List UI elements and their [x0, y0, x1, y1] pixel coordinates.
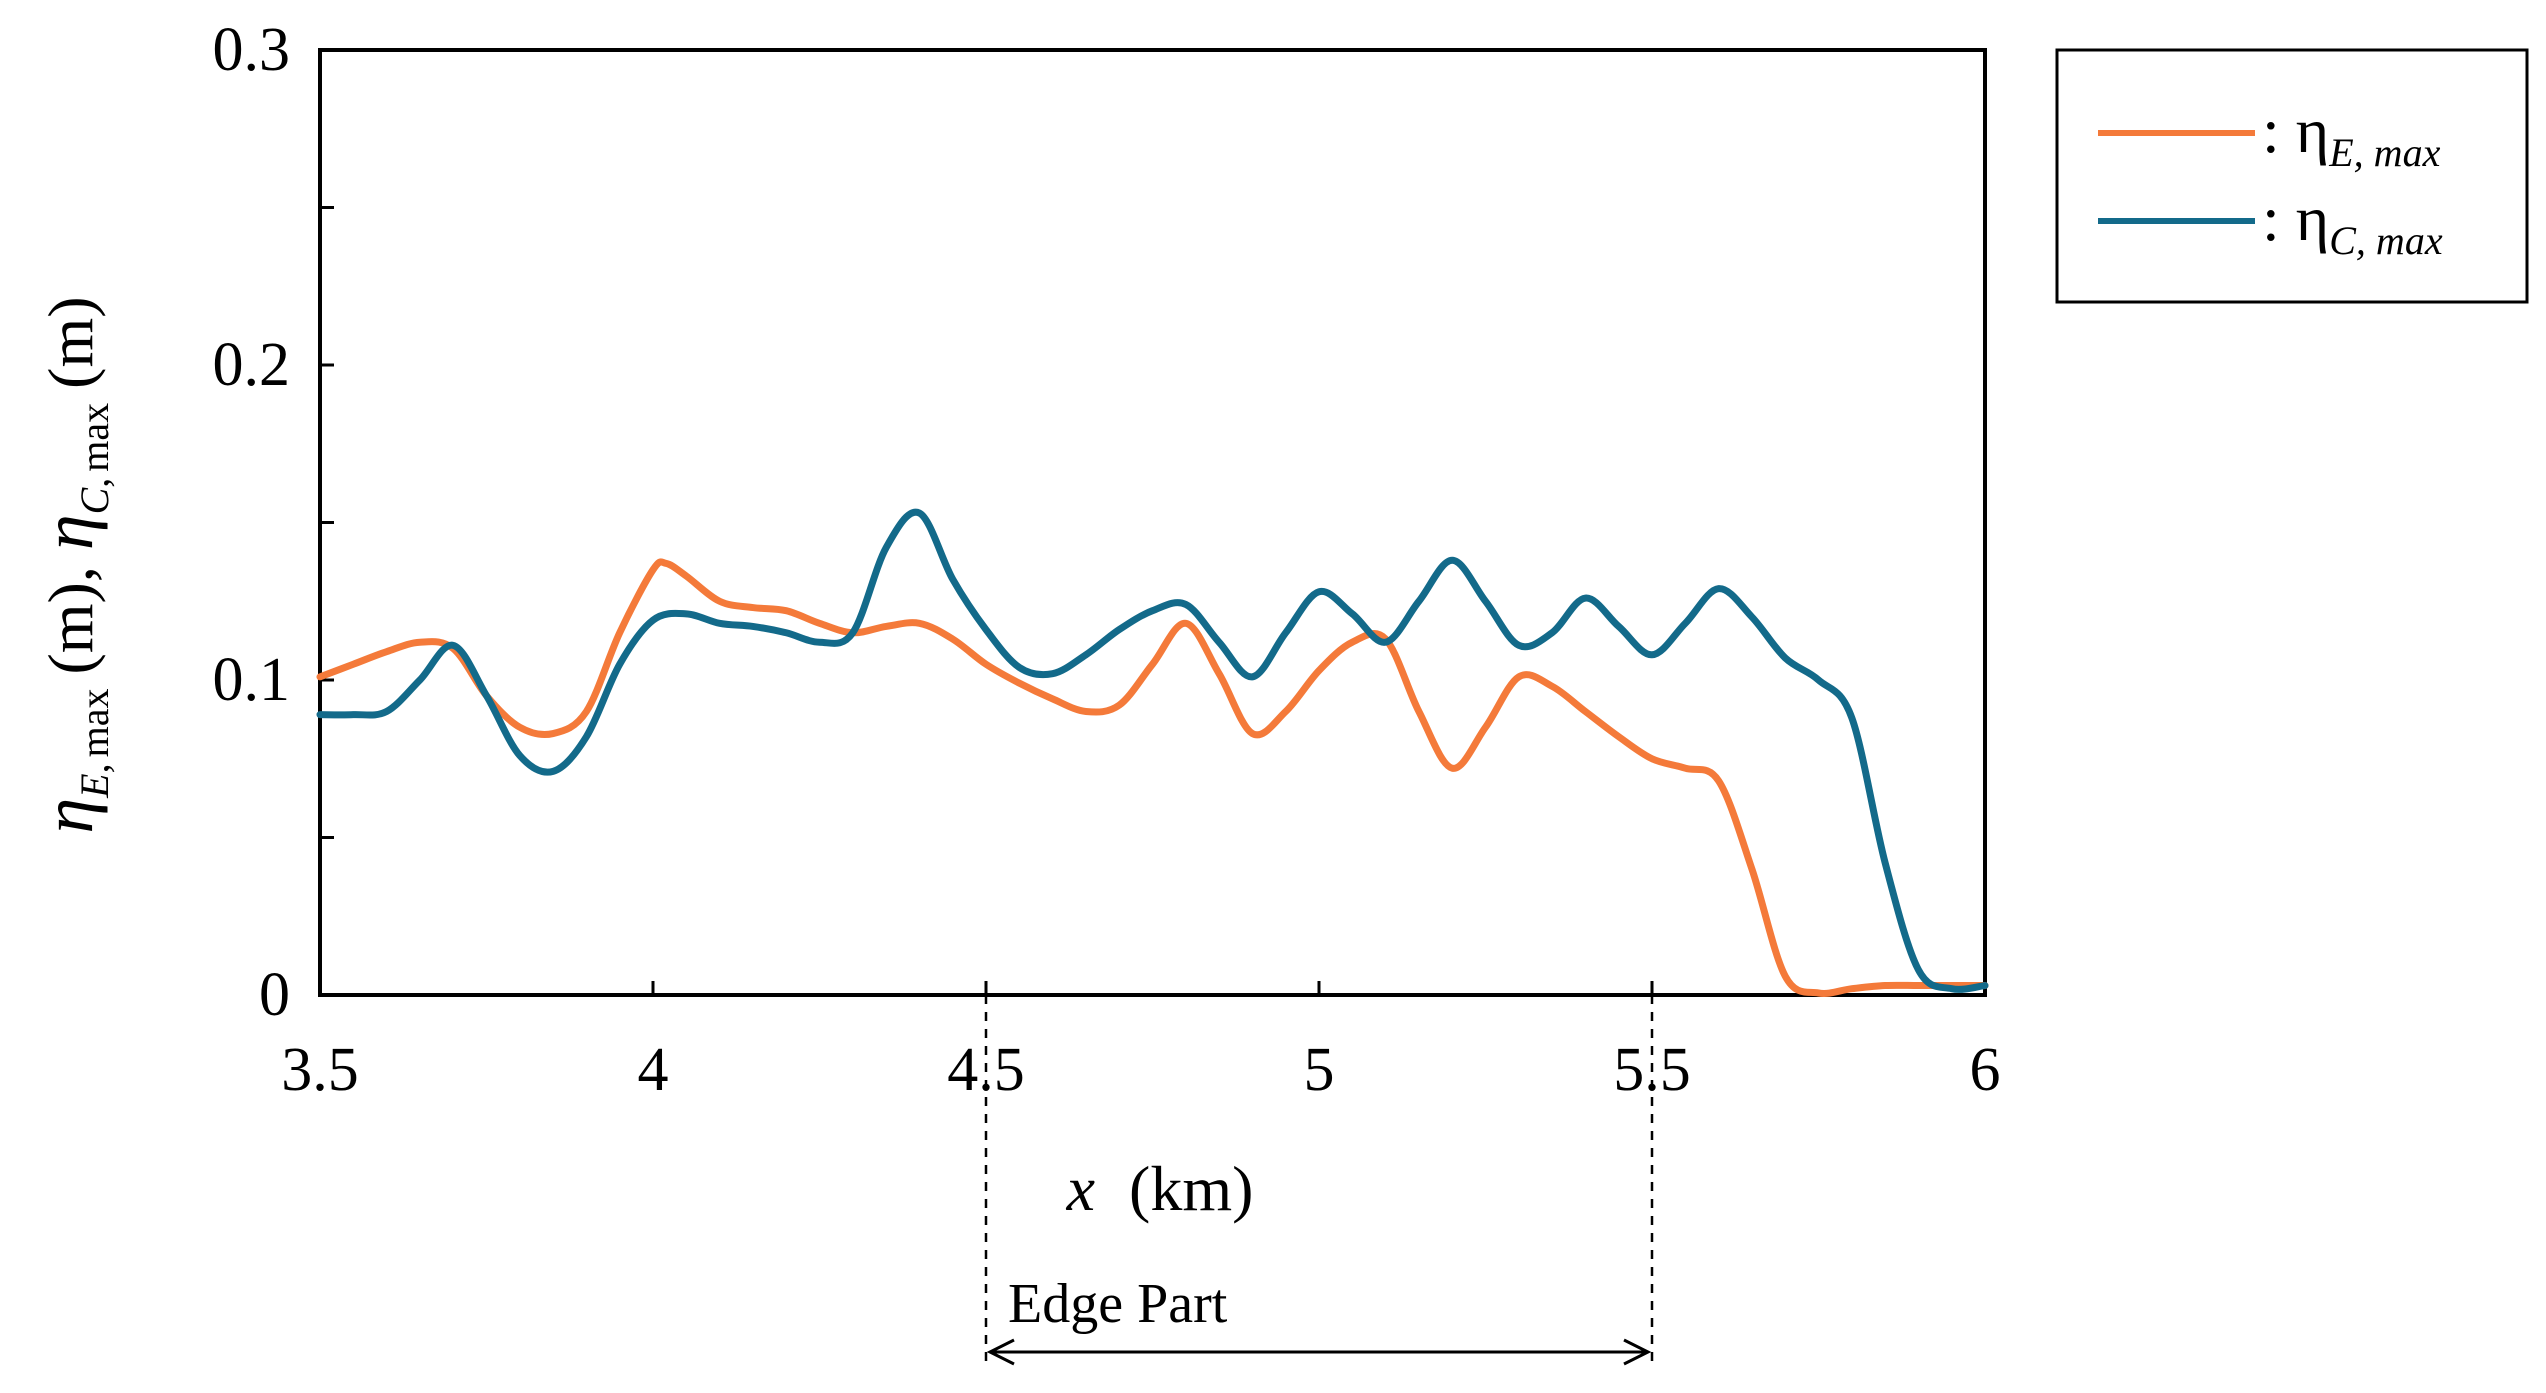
legend: : ηE, max : ηC, max: [2055, 48, 2529, 304]
x-tick-label: 4: [638, 1036, 669, 1104]
edge-part-label: Edge Part: [1008, 1273, 1228, 1335]
legend-label-eta-c: : ηC, max: [2262, 183, 2443, 263]
y-axis-title: ηE,max(m), ηC,max(m): [28, 296, 117, 833]
edge-part-arrowhead-right: [1623, 1338, 1652, 1366]
y-tick-label: 0.1: [213, 646, 291, 714]
y-tick-label: 0.3: [213, 16, 291, 84]
x-tick-label: 5: [1304, 1036, 1335, 1104]
x-tick-label: 3.5: [281, 1036, 359, 1104]
y-tick-label: 0: [259, 961, 290, 1029]
plot-frame: [318, 48, 1987, 997]
x-axis-unit: (km): [1129, 1153, 1253, 1224]
x-axis-ticks: 3.5 4 4.5 5 5.5 6: [281, 981, 2001, 1104]
legend-label-eta-e: : ηE, max: [2262, 95, 2441, 175]
edge-part-annotation: Edge Part: [984, 995, 1654, 1366]
x-tick-label: 6: [1970, 1036, 2001, 1104]
y-tick-label: 0.2: [213, 331, 291, 399]
series-line-eta-c: [316, 508, 1989, 993]
series-line-eta-e: [316, 558, 1989, 997]
series-layer: [316, 508, 1989, 997]
y-axis-ticks: 0 0.1 0.2 0.3: [213, 16, 334, 1029]
edge-part-arrowhead-left: [986, 1338, 1015, 1366]
x-axis-var: x: [1066, 1153, 1095, 1224]
x-axis-title: x (km): [1066, 1153, 1254, 1224]
legend-frame: [2055, 48, 2529, 304]
